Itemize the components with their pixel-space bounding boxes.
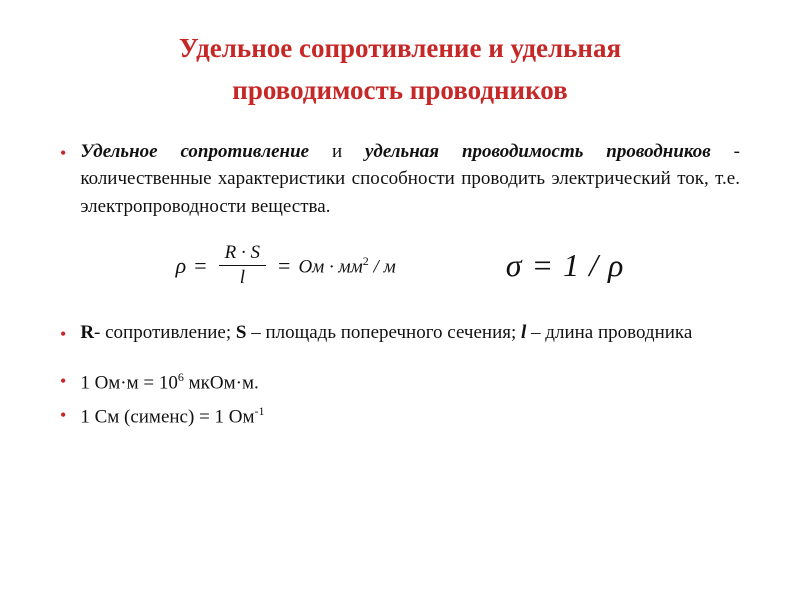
rho-unit: Ом · мм2 / м — [298, 254, 395, 278]
var-s: S — [236, 322, 247, 343]
formula-rho: ρ = R · S l = Ом · мм2 / м — [176, 242, 396, 289]
var-l-text: – длина проводника — [526, 322, 692, 343]
rho-unit-eq: = — [278, 253, 290, 279]
unit-conv2-left: 1 См (сименс) = 1 Ом — [80, 406, 254, 427]
rho-denominator: l — [234, 266, 251, 289]
rho-unit-after: / м — [369, 256, 396, 277]
slide: Удельное сопротивление и удельная провод… — [0, 0, 800, 600]
var-s-text: – площадь поперечного сечения; — [246, 322, 521, 343]
bullet-icon: • — [60, 403, 66, 428]
title-line-1: Удельное сопротивление и удельная — [54, 28, 746, 70]
content-area: • Удельное сопротивление и удельная пров… — [54, 138, 746, 428]
unit-conv1-row: • 1 Ом·м = 106 мкОм·м. — [60, 366, 740, 394]
title-block: Удельное сопротивление и удельная провод… — [54, 28, 746, 112]
unit-conversion-2: 1 См (сименс) = 1 Ом-1 — [80, 404, 264, 428]
var-r: R — [80, 322, 94, 343]
rho-fraction: R · S l — [219, 242, 266, 289]
intro-and: и — [309, 141, 365, 162]
bullet-icon: • — [60, 369, 66, 394]
unit-conv1-right: мкОм·м. — [184, 372, 259, 393]
title-line-2: проводимость проводников — [54, 70, 746, 112]
intro-bullet-row: • Удельное сопротивление и удельная пров… — [60, 138, 740, 221]
variable-definitions: R- сопротивление; S – площадь поперечног… — [80, 319, 692, 347]
unit-conversion-1: 1 Ом·м = 106 мкОм·м. — [80, 370, 258, 394]
defs-bullet-row: • R- сопротивление; S – площадь поперечн… — [60, 319, 740, 347]
unit-conv2-row: • 1 См (сименс) = 1 Ом-1 — [60, 400, 740, 428]
rho-eq: = — [194, 253, 206, 279]
bullet-icon: • — [60, 141, 66, 166]
rho-lhs: ρ — [176, 253, 187, 279]
bullet-icon: • — [60, 322, 66, 347]
unit-conv2-exp: -1 — [255, 404, 265, 418]
rho-numerator: R · S — [219, 242, 266, 266]
formula-sigma: σ = 1 / ρ — [506, 247, 625, 284]
var-r-text: - сопротивление; — [94, 322, 236, 343]
intro-term-2: удельная проводимость проводников — [365, 141, 711, 162]
rho-unit-base: Ом · мм — [298, 256, 362, 277]
formula-row: ρ = R · S l = Ом · мм2 / м σ = 1 / ρ — [60, 242, 740, 289]
unit-conv1-left: 1 Ом·м = 10 — [80, 372, 178, 393]
intro-paragraph: Удельное сопротивление и удельная провод… — [80, 138, 740, 221]
intro-term-1: Удельное сопротивление — [80, 141, 309, 162]
